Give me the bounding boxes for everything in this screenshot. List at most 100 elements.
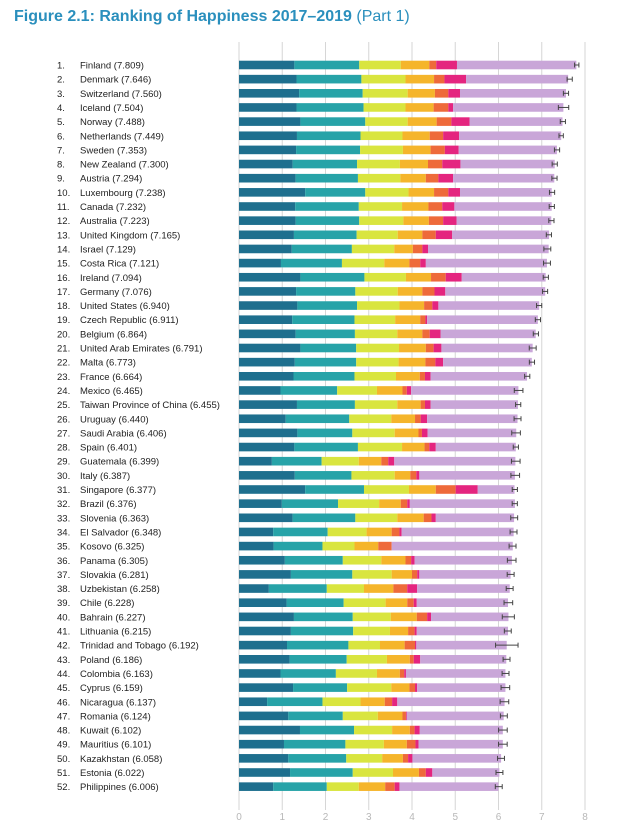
bar-segment-generosity	[416, 612, 428, 622]
bar-segment-gdp	[239, 272, 301, 282]
bar-segment-social-support	[280, 669, 336, 678]
bar-segment-freedom	[402, 442, 425, 452]
country-label: Italy (6.387)	[80, 471, 130, 482]
bar-segment-corruption	[445, 272, 462, 282]
country-label: Cyprus (6.159)	[80, 683, 143, 694]
error-whisker	[506, 557, 517, 563]
rank-label: 26.	[57, 414, 70, 425]
error-whisker	[528, 345, 537, 351]
country-label: Switzerland (7.560)	[80, 89, 162, 100]
bar-segment-corruption	[415, 640, 417, 650]
country-label: Belgium (6.864)	[80, 329, 147, 340]
country-label: United States (6.940)	[80, 301, 170, 312]
bar-segment-social-support	[288, 711, 343, 721]
bar-segment-gdp	[239, 598, 287, 607]
error-whisker	[510, 458, 521, 464]
error-whisker	[536, 303, 543, 309]
bar-segment-life-expectancy	[341, 258, 385, 268]
bar-segment-dystopia-residual	[417, 683, 506, 692]
country-label: Trinidad and Tobago (6.192)	[80, 641, 199, 652]
bar-segment-freedom	[403, 216, 429, 225]
bar-segment-dystopia-residual	[435, 442, 516, 452]
bar-segment-life-expectancy	[345, 739, 384, 749]
error-whisker	[559, 119, 566, 125]
bar-segment-corruption	[448, 103, 454, 112]
bar-segment-freedom	[363, 584, 394, 593]
bar-segment-gdp	[239, 442, 295, 452]
bar-segment-dystopia-residual	[427, 428, 517, 438]
country-label: Iceland (7.504)	[80, 103, 143, 114]
bar-segment-corruption	[420, 414, 428, 424]
bar-segment-gdp	[239, 202, 296, 211]
country-label: Costa Rica (7.121)	[80, 259, 159, 270]
bar-segment-generosity	[402, 711, 406, 721]
bar-segment-freedom	[399, 159, 429, 169]
bar-segment-generosity	[429, 131, 444, 141]
error-whisker	[508, 543, 517, 549]
rank-label: 2.	[57, 75, 65, 86]
bar-segment-corruption	[405, 711, 407, 721]
bar-segment-gdp	[239, 428, 298, 438]
bar-segment-gdp	[239, 230, 294, 240]
error-whisker	[513, 416, 522, 422]
bar-segment-gdp	[239, 357, 295, 367]
rank-label: 11.	[57, 202, 70, 213]
bar-segment-social-support	[297, 428, 353, 438]
rank-label: 10.	[57, 188, 70, 199]
bar-segment-life-expectancy	[359, 216, 404, 225]
country-label: United Kingdom (7.165)	[80, 230, 180, 241]
error-whisker	[505, 586, 514, 592]
bar-segment-dystopia-residual	[406, 711, 504, 721]
rank-label: 34.	[57, 527, 70, 538]
error-whisker	[551, 175, 558, 181]
bar-segment-freedom	[366, 527, 392, 537]
rank-label: 3.	[57, 89, 65, 100]
bar-segment-dystopia-residual	[418, 739, 503, 749]
bar-segment-social-support	[300, 343, 357, 353]
bar-segment-dystopia-residual	[477, 485, 515, 494]
bars-layer	[239, 60, 580, 791]
bar-segment-freedom	[408, 188, 435, 197]
bar-segment-corruption	[425, 315, 428, 324]
bar-segment-social-support	[305, 485, 364, 494]
country-label: Kosovo (6.325)	[80, 542, 144, 553]
bar-segment-life-expectancy	[322, 541, 355, 551]
bar-segment-corruption	[433, 343, 442, 353]
bar-segment-generosity	[424, 442, 430, 452]
country-label: Mauritius (6.101)	[80, 740, 151, 751]
error-whisker	[498, 741, 508, 747]
rank-label: 31.	[57, 485, 70, 496]
bar-segment-social-support	[295, 202, 359, 211]
country-label: Czech Republic (6.911)	[80, 315, 179, 326]
x-tick-label: 6	[496, 812, 502, 823]
country-label: Taiwan Province of China (6.455)	[80, 400, 220, 411]
country-label: Germany (7.076)	[80, 287, 152, 298]
country-label: Luxembourg (7.238)	[80, 188, 166, 199]
bar-segment-life-expectancy	[355, 513, 398, 523]
bar-segment-freedom	[402, 202, 429, 211]
bar-segment-generosity	[418, 428, 422, 438]
bar-segment-social-support	[296, 131, 361, 141]
rank-label: 35.	[57, 542, 70, 553]
bar-segment-gdp	[239, 216, 296, 225]
bar-segment-social-support	[290, 626, 354, 636]
bar-segment-social-support	[280, 386, 338, 395]
bar-segment-corruption	[422, 244, 429, 254]
country-label: France (6.664)	[80, 372, 142, 383]
error-whisker	[548, 204, 555, 209]
bar-segment-corruption	[421, 428, 428, 438]
error-whisker	[574, 62, 580, 68]
country-label: Panama (6.305)	[80, 556, 148, 567]
bar-segment-freedom	[398, 357, 426, 367]
bar-segment-freedom	[397, 513, 424, 523]
bar-segment-social-support	[294, 60, 360, 70]
bar-segment-freedom	[394, 428, 419, 438]
bar-segment-dystopia-residual	[466, 74, 569, 84]
bar-segment-generosity	[391, 527, 400, 537]
error-whisker	[541, 288, 549, 294]
bar-segment-corruption	[431, 513, 436, 523]
bar-segment-life-expectancy	[321, 456, 359, 466]
bar-segment-dystopia-residual	[460, 89, 566, 98]
bar-segment-gdp	[239, 301, 298, 310]
bar-segment-dystopia-residual	[460, 159, 555, 169]
